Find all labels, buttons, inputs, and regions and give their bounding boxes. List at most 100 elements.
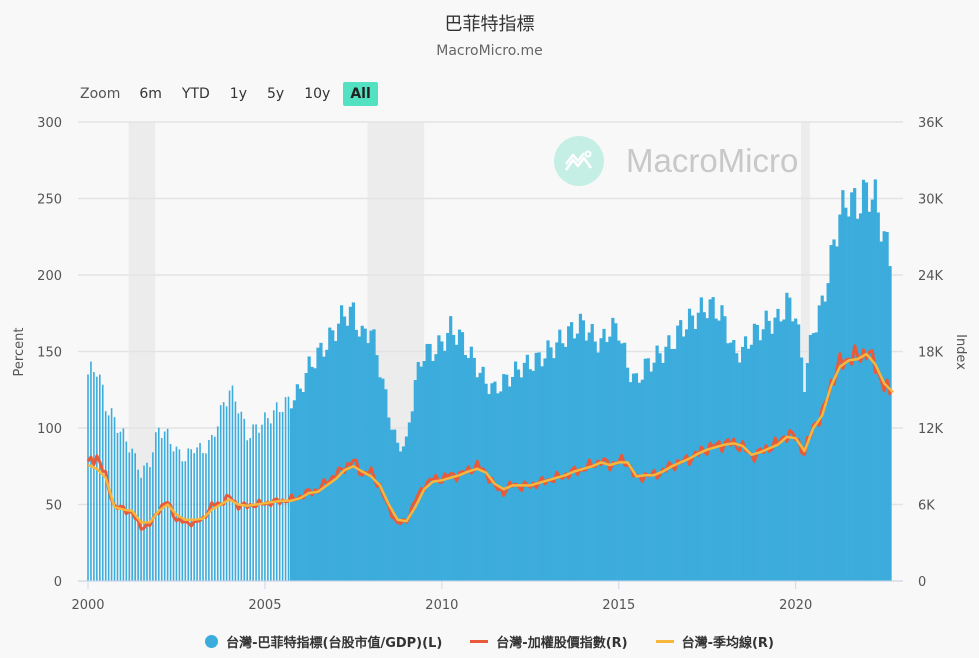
quarterly-ma-line[interactable] xyxy=(87,352,894,524)
zoom-range-selector: Zoom 6m YTD 1y 5y 10y All xyxy=(80,80,384,108)
indicator-bar xyxy=(717,320,721,581)
indicator-bar xyxy=(434,354,438,581)
indicator-bar xyxy=(856,218,860,581)
indicator-bar xyxy=(449,316,453,581)
indicator-bar xyxy=(782,319,786,581)
legend-label: 台灣-巴菲特指標(台股市值/GDP)(L) xyxy=(226,636,443,651)
indicator-bar xyxy=(396,442,400,581)
zoom-5y-button[interactable]: 5y xyxy=(267,86,285,102)
indicator-bar xyxy=(307,356,311,581)
macromicro-logo-icon xyxy=(554,136,604,186)
indicator-bar xyxy=(252,424,254,581)
indicator-bar xyxy=(770,333,774,581)
indicator-bar xyxy=(425,343,429,581)
buffett-indicator-bars[interactable] xyxy=(87,179,892,582)
indicator-bar xyxy=(537,352,541,581)
indicator-bar xyxy=(240,411,243,581)
indicator-bar xyxy=(835,246,839,581)
indicator-bar xyxy=(272,410,275,581)
indicator-bar xyxy=(578,313,583,581)
indicator-bar xyxy=(575,333,580,581)
indicator-bar xyxy=(581,320,585,581)
indicator-bar xyxy=(564,346,568,581)
indicator-bar xyxy=(752,323,757,581)
indicator-bar xyxy=(225,406,228,581)
indicator-bar xyxy=(655,345,659,581)
indicator-bar xyxy=(384,389,388,581)
chart-subtitle: MacroMicro.me xyxy=(436,43,543,59)
indicator-bar xyxy=(791,321,795,581)
indicator-bar xyxy=(626,367,630,581)
indicator-bar xyxy=(814,332,818,581)
index-lines[interactable] xyxy=(86,344,894,531)
y-left-tick-label: 150 xyxy=(37,346,62,361)
indicator-bar xyxy=(587,332,591,581)
x-tick-label: 2005 xyxy=(248,598,281,613)
legend-item-taiex[interactable]: 台灣-加權股價指數(R) xyxy=(470,632,628,651)
y-right-tick-label: 36K xyxy=(918,116,944,131)
zoom-all-button[interactable]: All xyxy=(343,82,378,106)
indicator-bar xyxy=(190,449,193,581)
indicator-bar xyxy=(826,283,830,581)
indicator-bar xyxy=(567,326,571,581)
indicator-bar xyxy=(375,355,379,581)
y-left-tick-label: 200 xyxy=(37,269,62,284)
zoom-10y-button[interactable]: 10y xyxy=(304,86,331,102)
legend-item-quarterly-ma[interactable]: 台灣-季均線(R) xyxy=(655,632,774,651)
indicator-bar xyxy=(502,374,506,581)
indicator-bar xyxy=(255,424,257,581)
indicator-bar xyxy=(234,401,237,581)
indicator-bar xyxy=(879,241,883,581)
indicator-bar xyxy=(416,362,420,581)
indicator-bar xyxy=(823,301,827,581)
y-left-tick-label: 100 xyxy=(37,422,62,437)
indicator-bar xyxy=(817,305,821,581)
indicator-bar xyxy=(646,358,650,581)
indicator-bar xyxy=(404,436,409,581)
indicator-bar xyxy=(393,429,397,581)
indicator-bar xyxy=(169,443,172,581)
indicator-bar xyxy=(211,434,213,581)
zoom-1y-button[interactable]: 1y xyxy=(229,86,247,102)
indicator-bar xyxy=(758,340,762,581)
indicator-bar xyxy=(808,335,813,581)
indicator-bar xyxy=(561,343,565,581)
indicator-bar xyxy=(360,325,364,581)
y-right-axis-title: Index xyxy=(953,334,968,370)
indicator-bar xyxy=(802,392,807,581)
indicator-bar xyxy=(882,231,886,582)
indicator-bar xyxy=(637,382,642,581)
indicator-bar xyxy=(723,316,727,581)
legend-dot-icon xyxy=(205,635,219,648)
zoom-label: Zoom xyxy=(80,86,121,102)
y-left-tick-label: 50 xyxy=(45,499,62,514)
indicator-bar xyxy=(337,323,341,581)
indicator-bar xyxy=(867,211,872,581)
indicator-bar xyxy=(687,308,692,581)
indicator-bar xyxy=(779,321,783,581)
indicator-bar xyxy=(231,385,234,581)
indicator-bar xyxy=(741,346,745,581)
indicator-bar xyxy=(850,192,854,581)
zoom-6m-button[interactable]: 6m xyxy=(139,86,162,102)
indicator-bar xyxy=(540,366,544,581)
indicator-bar xyxy=(788,297,792,581)
indicator-bar xyxy=(93,372,95,581)
indicator-bar xyxy=(729,342,733,581)
indicator-bar xyxy=(522,362,527,581)
indicator-bar xyxy=(696,312,700,581)
indicator-bar xyxy=(829,245,833,581)
indicator-bar xyxy=(90,361,92,581)
indicator-bar xyxy=(746,348,751,581)
legend-item-buffett-indicator[interactable]: 台灣-巴菲特指標(台股市值/GDP)(L) xyxy=(205,632,442,651)
y-right-tick-label: 12K xyxy=(918,422,944,437)
indicator-bar xyxy=(599,338,603,581)
x-tick-label: 2010 xyxy=(425,598,458,613)
zoom-ytd-button[interactable]: YTD xyxy=(181,86,210,102)
indicator-bar xyxy=(331,330,335,581)
y-left-axis-title: Percent xyxy=(12,328,27,377)
indicator-bar xyxy=(301,392,305,581)
indicator-bar xyxy=(596,352,600,581)
indicator-bar xyxy=(799,357,804,581)
